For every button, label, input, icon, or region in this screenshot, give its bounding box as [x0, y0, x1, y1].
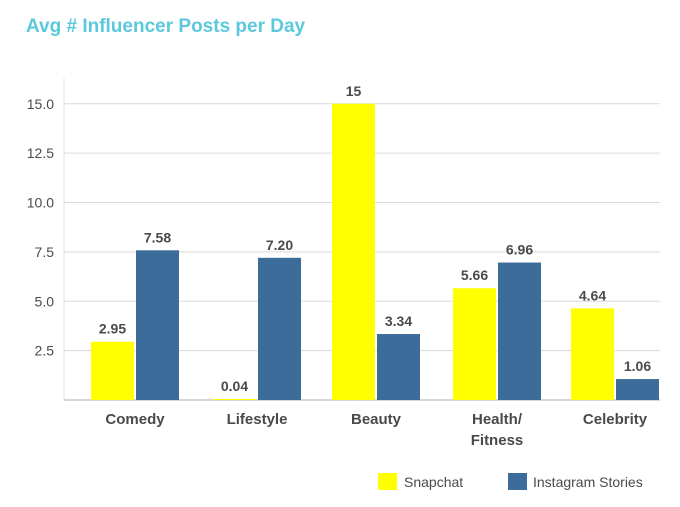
- bar-instagram-stories-3: [498, 262, 541, 400]
- bars: [91, 103, 659, 400]
- y-tick-label: 15.0: [27, 96, 54, 112]
- x-category-label: Lifestyle: [227, 411, 288, 428]
- legend-label: Instagram Stories: [533, 474, 643, 490]
- y-tick-label: 5.0: [35, 293, 55, 309]
- data-label: 0.04: [221, 378, 248, 394]
- x-category-label: Comedy: [105, 411, 165, 428]
- data-label: 6.96: [506, 242, 533, 258]
- data-label: 7.58: [144, 229, 171, 245]
- bar-instagram-stories-2: [377, 334, 420, 400]
- legend-swatch: [508, 473, 527, 490]
- data-label: 2.95: [99, 321, 126, 337]
- bar-snapchat-3: [453, 288, 496, 400]
- data-label: 5.66: [461, 267, 488, 283]
- legend: Snapchat Instagram Stories: [378, 473, 643, 490]
- data-label: 4.64: [579, 287, 606, 303]
- bar-instagram-stories-4: [616, 379, 659, 400]
- bar-snapchat-4: [571, 308, 614, 400]
- data-label: 3.34: [385, 313, 412, 329]
- x-axis-categories: Comedy Lifestyle Beauty Health/Fitness Celeb…: [105, 411, 647, 449]
- bar-snapchat-2: [332, 103, 375, 400]
- x-category-label: Beauty: [351, 411, 402, 428]
- data-label: 1.06: [624, 358, 651, 374]
- data-labels: 2.95 7.58 0.04 7.20 15 3.34 5.66 6.96 4.64 1.06: [99, 83, 651, 394]
- bar-instagram-stories-0: [136, 250, 179, 400]
- data-label: 7.20: [266, 237, 293, 253]
- x-category-label: Health/Fitness: [471, 411, 524, 449]
- legend-label: Snapchat: [404, 474, 463, 490]
- bar-snapchat-1: [213, 399, 256, 400]
- y-tick-label: 12.5: [27, 145, 54, 161]
- chart-title: Avg # Influencer Posts per Day: [26, 16, 306, 37]
- data-label: 15: [346, 83, 362, 99]
- y-tick-label: 7.5: [35, 244, 55, 260]
- bar-snapchat-0: [91, 341, 134, 400]
- y-tick-label: 10.0: [27, 195, 54, 211]
- y-axis-ticks: 2.5 5.0 7.5 10.0 12.5 15.0: [27, 96, 54, 359]
- y-tick-label: 2.5: [35, 343, 55, 359]
- legend-swatch: [378, 473, 397, 490]
- bar-instagram-stories-1: [258, 257, 301, 400]
- x-category-label: Celebrity: [583, 411, 648, 428]
